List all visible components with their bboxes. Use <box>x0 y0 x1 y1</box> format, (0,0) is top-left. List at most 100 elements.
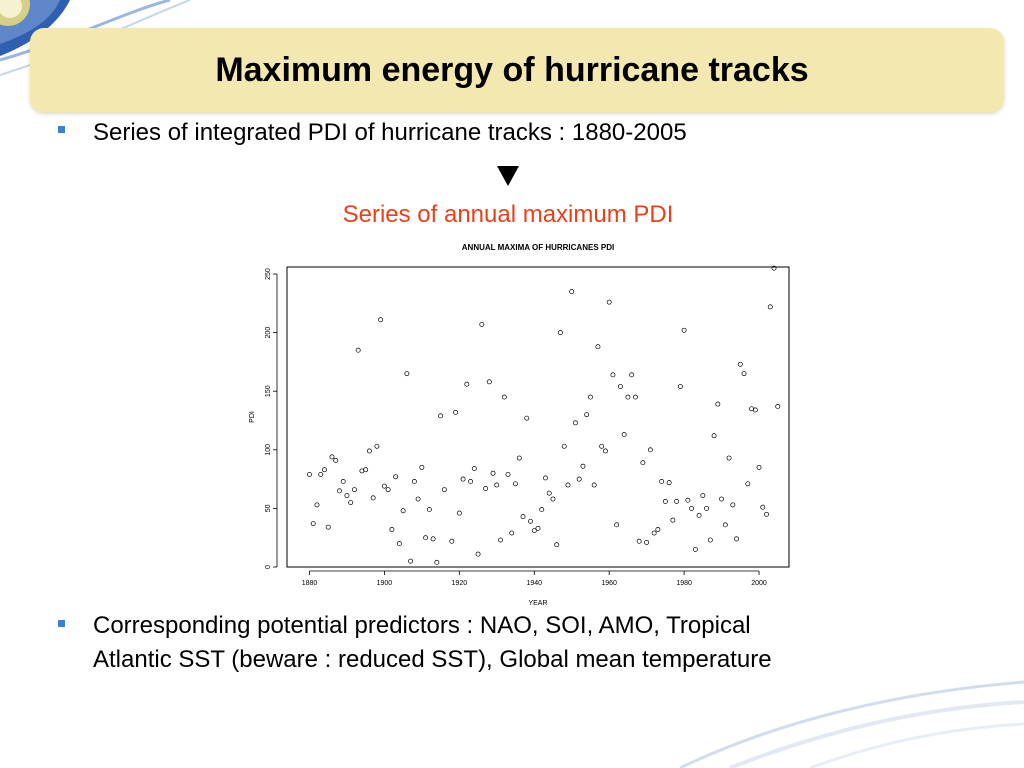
data-point <box>456 510 462 516</box>
data-point <box>307 471 312 477</box>
y-tick-label: 0 <box>265 565 272 569</box>
data-point <box>374 443 380 449</box>
data-point <box>644 539 650 545</box>
bullet-text-pdi-series: Series of integrated PDI of hurricane tr… <box>93 119 687 146</box>
data-point <box>719 496 725 502</box>
y-tick-label: 250 <box>265 268 272 280</box>
data-point <box>310 521 316 527</box>
data-point <box>636 538 642 544</box>
x-tick-label: 1940 <box>526 580 542 587</box>
data-point <box>393 474 399 480</box>
data-points <box>307 265 781 565</box>
data-point <box>426 507 432 513</box>
data-point <box>741 371 747 377</box>
data-point <box>599 443 605 449</box>
data-point <box>591 482 597 488</box>
data-point <box>655 527 661 532</box>
data-point <box>745 481 751 487</box>
data-point <box>513 481 518 487</box>
data-point <box>647 447 653 453</box>
data-point <box>561 443 567 449</box>
data-point <box>565 482 571 488</box>
data-point <box>771 265 777 271</box>
data-point <box>543 475 548 481</box>
data-point <box>569 289 575 295</box>
data-point <box>558 330 563 336</box>
data-point <box>692 546 698 552</box>
title-bar <box>30 28 1004 112</box>
data-point <box>546 490 552 496</box>
data-point <box>415 496 421 502</box>
y-tick-label: 100 <box>265 444 272 456</box>
data-point <box>764 511 769 517</box>
data-point <box>464 381 470 387</box>
data-point <box>441 487 447 493</box>
data-point <box>554 542 560 548</box>
data-point <box>734 536 740 542</box>
data-point <box>486 379 492 385</box>
data-point <box>329 454 335 460</box>
data-point <box>535 525 541 531</box>
data-point <box>344 493 350 498</box>
x-tick-label: 1960 <box>601 580 617 587</box>
data-point <box>449 538 455 544</box>
data-point <box>385 487 391 493</box>
data-point <box>520 514 526 520</box>
data-point <box>617 384 623 389</box>
data-point <box>625 394 631 400</box>
data-point <box>775 404 781 409</box>
data-point <box>670 517 676 523</box>
data-point <box>595 344 601 350</box>
data-point <box>516 455 522 461</box>
data-point <box>366 448 372 454</box>
x-tick-label: 1980 <box>676 580 692 587</box>
data-point <box>479 321 485 327</box>
data-point <box>355 347 361 353</box>
data-point <box>490 470 496 476</box>
y-axis-label: PDI <box>249 411 256 423</box>
data-point <box>715 401 721 407</box>
plot-frame <box>286 266 790 568</box>
data-point <box>419 464 425 470</box>
data-point <box>408 558 414 564</box>
data-point <box>722 522 728 528</box>
data-point <box>756 464 762 470</box>
data-point <box>505 471 511 477</box>
data-point <box>539 507 545 513</box>
y-tick-label: 150 <box>265 385 272 397</box>
data-point <box>621 432 627 438</box>
data-point <box>471 466 477 472</box>
data-point <box>659 479 665 484</box>
data-point <box>333 457 339 463</box>
data-point <box>677 384 683 389</box>
data-point <box>404 371 410 377</box>
bottom-swoosh-decoration <box>679 680 1024 768</box>
data-point <box>610 372 616 378</box>
data-point <box>700 493 706 498</box>
data-point <box>767 304 773 310</box>
data-point <box>389 527 395 532</box>
data-point <box>314 502 320 508</box>
data-point <box>483 486 489 491</box>
data-point <box>396 541 402 547</box>
data-point <box>629 372 635 378</box>
data-point <box>501 394 507 400</box>
data-point <box>573 420 578 426</box>
data-point <box>737 361 743 367</box>
data-point <box>704 505 710 511</box>
x-axis-label: YEAR <box>528 600 547 607</box>
corner-swirl-decoration <box>0 0 190 76</box>
data-point <box>322 467 327 473</box>
data-point <box>325 524 331 530</box>
data-point <box>726 455 732 461</box>
data-point <box>475 551 481 557</box>
data-point <box>509 530 515 536</box>
data-point <box>453 409 459 415</box>
data-point <box>696 512 702 518</box>
data-point <box>340 479 346 484</box>
y-tick-label: 50 <box>265 504 272 512</box>
data-point <box>760 504 766 510</box>
down-arrow-icon <box>497 166 519 186</box>
x-tick-label: 1880 <box>302 580 318 587</box>
data-point <box>423 535 429 541</box>
